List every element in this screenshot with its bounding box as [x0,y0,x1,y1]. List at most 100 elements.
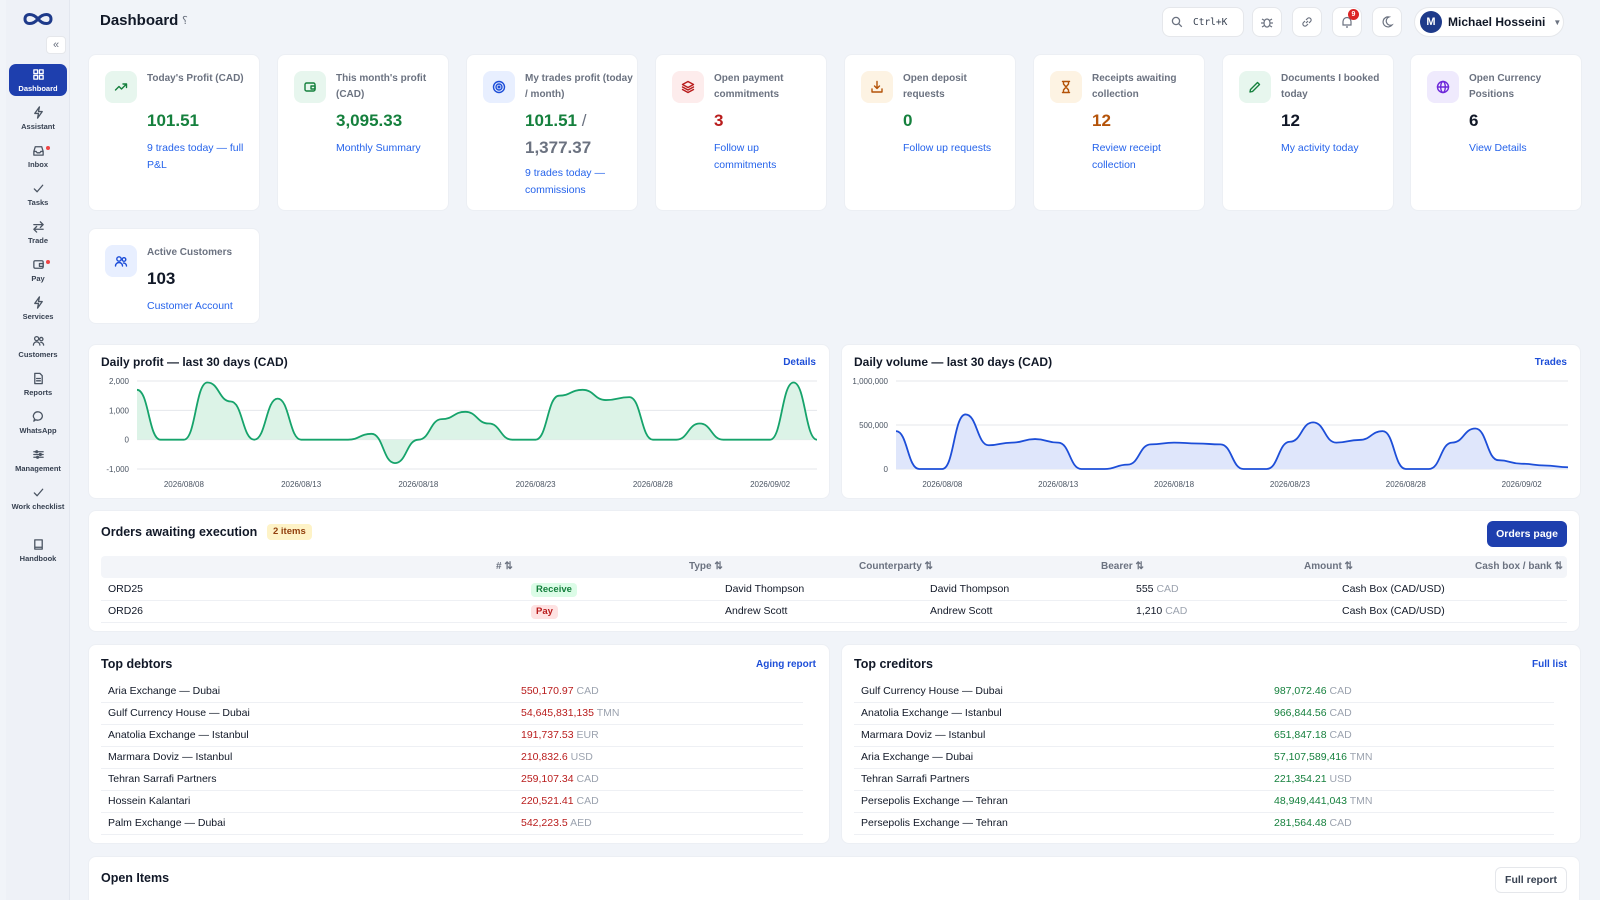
chart-title: Daily volume — last 30 days (CAD) [854,355,1053,369]
list-item[interactable]: Tehran Sarrafi Partners 259,107.34 CAD [101,769,803,791]
bug-icon [1261,18,1273,28]
table-row[interactable]: ORD26 Pay Andrew Scott Andrew Scott 1,21… [101,601,1567,623]
x-tick-label: 2026/08/08 [922,480,963,489]
list-item[interactable]: Aria Exchange — Dubai 57,107,589,416 TMN [854,747,1554,769]
sidebar-item-inbox[interactable]: Inbox [9,140,67,172]
unread-dot [46,260,50,264]
debug-button[interactable] [1252,7,1282,37]
users-icon [105,245,137,277]
theme-toggle-button[interactable] [1372,7,1402,37]
y-tick-label: 500,000 [859,421,888,430]
full-report-button[interactable]: Full report [1495,867,1567,893]
aging-report-link[interactable]: Aging report [756,659,816,670]
sidebar-item-dashboard[interactable]: Dashboard [9,64,67,96]
series-line[interactable] [136,381,818,465]
sidebar-item-whatsapp[interactable]: WhatsApp [9,406,67,438]
stat-link[interactable]: Follow up commitments [714,142,777,171]
col-amount[interactable]: Amount ⇅ [1304,561,1353,572]
series-line[interactable] [895,413,1569,470]
sidebar-item-assistant[interactable]: Assistant [9,102,67,134]
list-item[interactable]: Gulf Currency House — Dubai 987,072.46 C… [854,681,1554,703]
stat-link[interactable]: My activity today [1281,142,1359,154]
list-item[interactable]: Aria Exchange — Dubai 550,170.97 CAD [101,681,803,703]
table-row[interactable]: ORD25 Receive David Thompson David Thomp… [101,579,1567,601]
wallet-icon [294,71,326,103]
order-type-badge: Pay [531,605,558,619]
balance-amount: 987,072.46 CAD [1274,685,1352,697]
list-item[interactable]: Marmara Doviz — Istanbul 651,847.18 CAD [854,725,1554,747]
trades-link[interactable]: Trades [1534,357,1567,368]
sidebar-item-label: Handbook [19,553,57,563]
list-item[interactable]: Hossein Kalantari 220,521.41 CAD [101,791,803,813]
sidebar-item-label: Dashboard [18,83,58,93]
full-list-link[interactable]: Full list [1532,659,1567,670]
stat-card[interactable]: My trades profit (today / month) 101.51 … [466,54,638,211]
party-name: Tehran Sarrafi Partners [108,773,217,785]
list-item[interactable]: Anatolia Exchange — Istanbul 966,844.56 … [854,703,1554,725]
list-item[interactable]: Anatolia Exchange — Istanbul 191,737.53 … [101,725,803,747]
list-item[interactable]: Tehran Sarrafi Partners 221,354.21 USD [854,769,1554,791]
x-tick-label: 2026/08/13 [1038,480,1079,489]
stat-card[interactable]: Active Customers 103 Customer Account [88,228,260,324]
sidebar-item-reports[interactable]: Reports [9,368,67,400]
stat-card[interactable]: Receipts awaiting collection 12 Review r… [1033,54,1205,211]
order-cashbox: Cash Box (CAD/USD) [1342,583,1445,595]
link-button[interactable] [1292,7,1322,37]
list-item[interactable]: Gulf Currency House — Dubai 54,645,831,1… [101,703,803,725]
globe-icon [1427,71,1459,103]
stat-card[interactable]: Open deposit requests 0 Follow up reques… [844,54,1016,211]
stat-card[interactable]: Today's Profit (CAD) 101.51 9 trades tod… [88,54,260,211]
sidebar-item-label: WhatsApp [19,425,57,435]
balance-amount: 281,564.48 CAD [1274,817,1352,829]
col-cashbox[interactable]: Cash box / bank ⇅ [1475,561,1563,572]
balance-amount: 542,223.5 AED [521,817,592,829]
balance-amount: 54,645,831,135 TMN [521,707,620,719]
stat-link[interactable]: 9 trades today — commissions [525,167,605,196]
sidebar-item-trade[interactable]: Trade [9,216,67,248]
orders-page-button[interactable]: Orders page [1487,521,1567,547]
sidebar: « Dashboard Assistant Inbox Tasks Trade … [6,0,70,900]
col-bearer[interactable]: Bearer ⇅ [1101,561,1144,572]
sidebar-item-tasks[interactable]: Tasks [9,178,67,210]
sidebar-item-customers[interactable]: Customers [9,330,67,362]
collapse-sidebar-button[interactable]: « [46,36,66,54]
debtors-title: Top debtors [101,657,173,671]
search-button[interactable]: Ctrl+K [1162,7,1244,37]
list-item[interactable]: Persepolis Exchange — Tehran 48,949,441,… [854,791,1554,813]
list-item[interactable]: Marmara Doviz — Istanbul 210,832.6 USD [101,747,803,769]
x-tick-label: 2026/09/02 [750,480,791,489]
link-icon [1302,17,1312,27]
stat-link[interactable]: Monthly Summary [336,142,421,154]
stat-link[interactable]: Customer Account [147,300,233,312]
stat-card[interactable]: Open Currency Positions 6 View Details [1410,54,1582,211]
pin-icon[interactable]: ⸮ [182,15,188,27]
user-menu-button[interactable]: M Michael Hosseini ▼ [1414,7,1564,37]
details-link[interactable]: Details [783,357,816,368]
sidebar-item-management[interactable]: Management [9,444,67,476]
sidebar-item-pay[interactable]: Pay [9,254,67,286]
x-tick-label: 2026/08/28 [633,480,674,489]
stat-card[interactable]: Documents I booked today 12 My activity … [1222,54,1394,211]
stat-card[interactable]: This month's profit (CAD) 3,095.33 Month… [277,54,449,211]
sidebar-item-services[interactable]: Services [9,292,67,324]
stat-link[interactable]: 9 trades today — full P&L [147,142,244,171]
stat-link[interactable]: Follow up requests [903,142,992,154]
stat-link[interactable]: Review receipt collection [1092,142,1161,171]
inbox-icon [31,144,45,158]
sidebar-item-handbook[interactable]: Handbook [9,534,67,566]
sidebar-item-work-checklist[interactable]: Work checklist [9,482,67,514]
list-item[interactable]: Persepolis Exchange — Tehran 281,564.48 … [854,813,1554,835]
notifications-button[interactable]: 9 [1332,7,1362,37]
stat-value: 12 [1281,111,1300,130]
list-item[interactable]: Palm Exchange — Dubai 542,223.5 AED [101,813,803,835]
stat-link[interactable]: View Details [1469,142,1527,154]
col-counterparty[interactable]: Counterparty ⇅ [859,561,933,572]
layers-icon [672,71,704,103]
col-type[interactable]: Type ⇅ [689,561,723,572]
pencil-icon [1239,71,1271,103]
stat-card[interactable]: Open payment commitments 3 Follow up com… [655,54,827,211]
col-id[interactable]: # ⇅ [496,561,513,572]
balance-amount: 48,949,441,043 TMN [1274,795,1373,807]
trend-up-icon [105,71,137,103]
order-id: ORD25 [108,583,144,595]
